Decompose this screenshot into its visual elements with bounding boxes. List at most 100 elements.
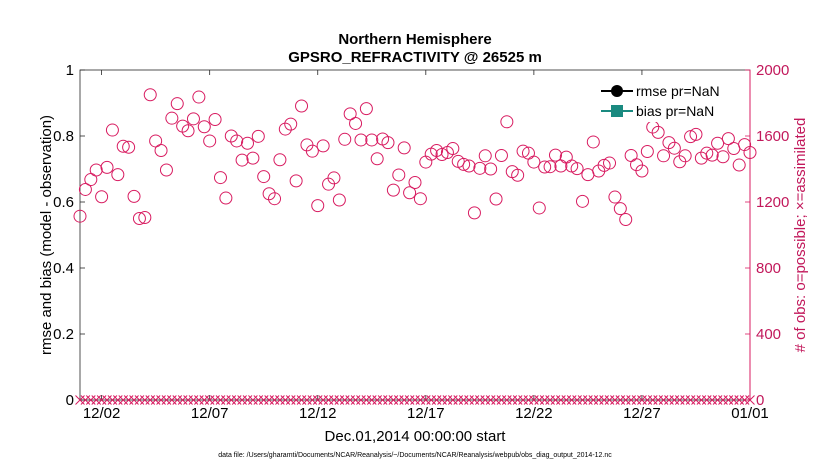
x-tick-label: 12/02 bbox=[83, 405, 121, 422]
possible-point bbox=[743, 146, 757, 159]
assimilated-point-stroke bbox=[745, 395, 755, 405]
legend-rmse-marker bbox=[611, 85, 623, 97]
possible-point bbox=[186, 112, 200, 126]
possible-point bbox=[197, 120, 211, 134]
possible-point bbox=[711, 136, 725, 150]
possible-point bbox=[284, 117, 298, 131]
possible-point bbox=[78, 182, 92, 196]
y-left-tick-label: 0.2 bbox=[53, 326, 74, 343]
possible-point bbox=[597, 158, 611, 172]
possible-point bbox=[241, 136, 254, 150]
y-axis-left-label: rmse and bias (model - observation) bbox=[38, 115, 55, 355]
possible-point bbox=[273, 153, 287, 167]
possible-point bbox=[365, 133, 379, 147]
y-right-tick-label: 0 bbox=[756, 392, 764, 409]
possible-point bbox=[311, 199, 325, 213]
y-right-tick-label: 400 bbox=[756, 326, 781, 343]
possible-point bbox=[95, 190, 109, 204]
possible-point bbox=[170, 97, 184, 111]
possible-point bbox=[338, 132, 352, 146]
possible-point bbox=[613, 202, 627, 216]
y-left-tick-label: 1 bbox=[66, 62, 74, 79]
footnote: data file: /Users/gharamti/Documents/NCA… bbox=[218, 452, 612, 459]
possible-point bbox=[224, 129, 238, 143]
x-tick-label: 12/12 bbox=[299, 405, 337, 422]
possible-point bbox=[257, 170, 271, 184]
possible-point bbox=[678, 149, 692, 163]
possible-point bbox=[143, 88, 157, 102]
possible-point bbox=[262, 187, 276, 201]
possible-point bbox=[111, 168, 125, 182]
possible-point bbox=[370, 152, 384, 166]
possible-point bbox=[721, 132, 735, 146]
x-tick-label: 12/27 bbox=[623, 405, 661, 422]
possible-point bbox=[716, 150, 730, 164]
possible-point bbox=[305, 144, 319, 158]
possible-point bbox=[484, 162, 498, 176]
possible-point bbox=[386, 183, 400, 197]
possible-point bbox=[538, 160, 552, 174]
chart-title: Northern Hemisphere bbox=[338, 31, 491, 48]
y-right-tick-label: 2000 bbox=[756, 62, 789, 79]
possible-point bbox=[667, 141, 681, 155]
possible-point bbox=[278, 122, 292, 136]
possible-point bbox=[516, 144, 530, 158]
legend: rmse pr=NaN bias pr=NaN bbox=[598, 78, 748, 122]
possible-point bbox=[359, 102, 373, 116]
x-axis-label: Dec.01,2014 00:00:00 start bbox=[325, 428, 507, 445]
possible-point bbox=[181, 124, 195, 138]
possible-point bbox=[689, 127, 703, 141]
possible-point bbox=[268, 192, 282, 206]
possible-point bbox=[608, 190, 622, 204]
y-left-tick-label: 0.8 bbox=[53, 128, 74, 145]
possible-point bbox=[657, 149, 671, 163]
possible-point bbox=[586, 135, 600, 149]
possible-point bbox=[251, 129, 265, 143]
possible-point bbox=[332, 193, 346, 207]
possible-series bbox=[73, 88, 757, 226]
assimilated-series bbox=[75, 395, 755, 405]
possible-point bbox=[700, 146, 714, 160]
possible-point bbox=[635, 164, 649, 178]
possible-point bbox=[138, 211, 152, 225]
possible-point bbox=[684, 130, 698, 144]
y-right-tick-label: 1200 bbox=[756, 194, 789, 211]
possible-point bbox=[132, 212, 146, 225]
y-axis-right-label: # of obs: o=possible; ×=assimilated bbox=[792, 118, 809, 353]
possible-point bbox=[543, 160, 557, 174]
x-tick-label: 01/01 bbox=[731, 405, 769, 422]
y-axis-right: 0 400 800 1200 1600 2000 bbox=[745, 62, 789, 409]
possible-point bbox=[527, 155, 541, 169]
possible-point bbox=[532, 201, 546, 215]
possible-point bbox=[159, 163, 173, 177]
possible-point bbox=[295, 99, 309, 113]
possible-point bbox=[467, 206, 481, 220]
possible-point bbox=[235, 153, 249, 167]
possible-point bbox=[619, 212, 633, 226]
legend-bias-label: bias pr=NaN bbox=[636, 103, 714, 119]
possible-point bbox=[381, 136, 395, 150]
y-right-tick-label: 800 bbox=[756, 260, 781, 277]
possible-point bbox=[603, 156, 617, 170]
possible-point bbox=[489, 192, 503, 206]
possible-point bbox=[457, 157, 471, 171]
possible-point bbox=[548, 148, 562, 162]
possible-point bbox=[354, 133, 368, 147]
chart-subtitle: GPSRO_REFRACTIVITY @ 26525 m bbox=[288, 49, 542, 66]
x-tick-label: 12/22 bbox=[515, 405, 553, 422]
y-left-tick-label: 0.4 bbox=[53, 260, 74, 277]
possible-point bbox=[462, 159, 476, 173]
possible-point bbox=[435, 147, 449, 161]
y-right-tick-label: 1600 bbox=[756, 128, 789, 145]
possible-point bbox=[732, 158, 746, 172]
possible-point bbox=[570, 162, 584, 176]
possible-point bbox=[446, 142, 460, 156]
y-left-tick-label: 0 bbox=[66, 392, 74, 409]
possible-point bbox=[100, 160, 114, 174]
y-left-tick-label: 0.6 bbox=[53, 194, 74, 211]
legend-bias-marker bbox=[611, 105, 623, 117]
possible-point bbox=[192, 90, 206, 104]
possible-point bbox=[105, 123, 119, 137]
possible-point bbox=[213, 171, 227, 185]
